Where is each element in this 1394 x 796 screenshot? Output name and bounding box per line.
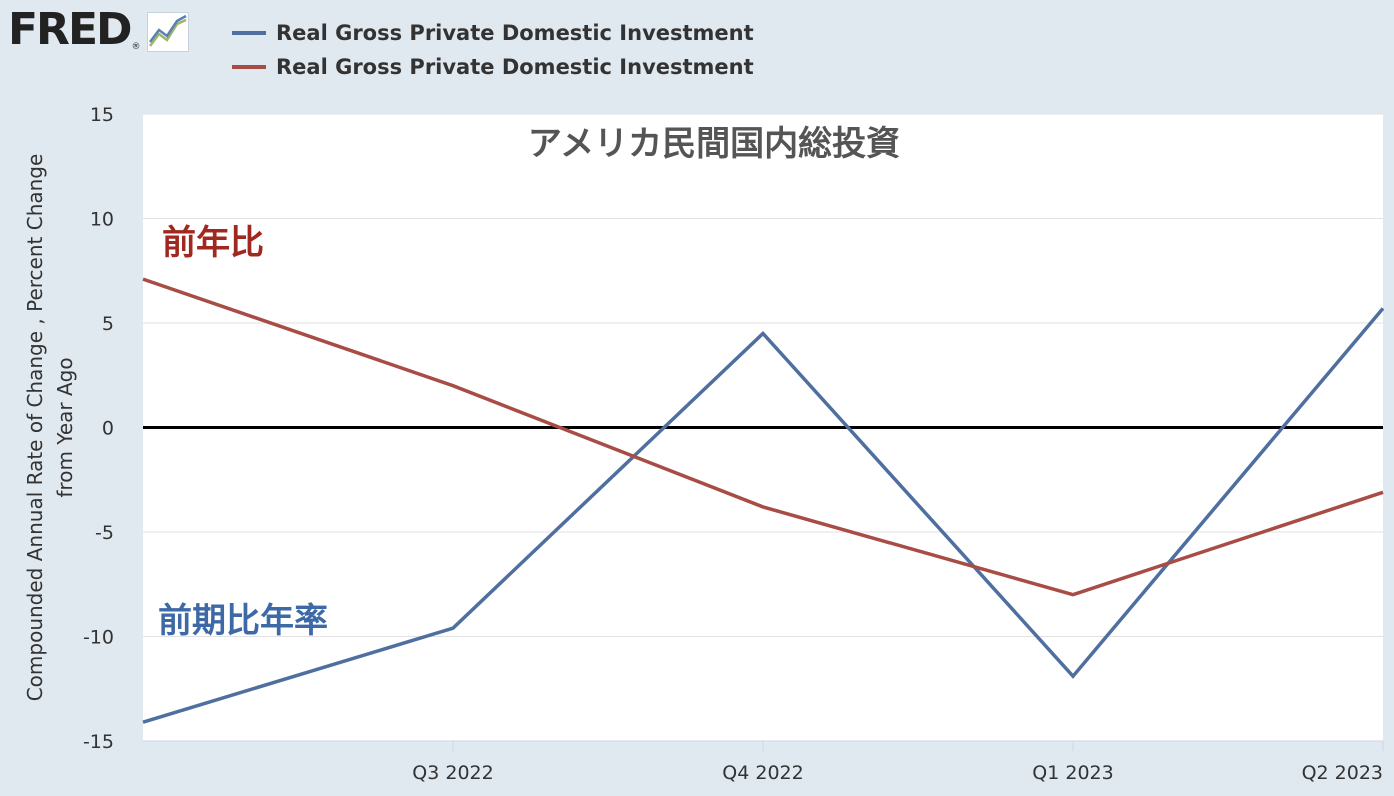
x-tick-label: Q2 2023 [1302, 762, 1383, 784]
x-tick-label: Q1 2023 [1032, 762, 1113, 784]
y-tick-label: -15 [83, 731, 114, 753]
series-line-1[interactable] [142, 307, 1385, 724]
y-tick-label: -5 [95, 522, 114, 544]
y-tick-label: 15 [90, 104, 114, 126]
series-line-2[interactable] [142, 277, 1384, 597]
y-axis-title: Compounded Annual Rate of Change , Perce… [23, 154, 77, 702]
chart-line-icon [146, 12, 189, 56]
annotation-quarter-annualized: 前期比年率 [158, 601, 328, 641]
legend-label-1: Real Gross Private Domestic Investment [276, 21, 754, 45]
y-tick-label: 10 [90, 209, 114, 231]
annotation-year-over-year: 前年比 [162, 223, 264, 263]
y-tick-label: 0 [102, 418, 114, 440]
x-tick-label: Q4 2022 [722, 762, 803, 784]
legend-swatch-red [232, 65, 266, 69]
fred-logo[interactable]: FRED ® [8, 6, 189, 56]
legend-swatch-blue [232, 31, 266, 35]
y-axis-title-line2: from Year Ago [53, 357, 77, 497]
header: FRED ® Real Gross Private Domestic Inves… [0, 0, 1394, 90]
legend-item-1[interactable]: Real Gross Private Domestic Investment [232, 16, 754, 50]
x-tick-label: Q3 2022 [412, 762, 493, 784]
logo-text: FRED [8, 4, 133, 55]
chart-title: アメリカ民間国内総投資 [528, 124, 900, 164]
x-axis-ticks: Q3 2022 Q4 2022 Q1 2023 Q2 2023 [412, 741, 1384, 784]
legend-item-2[interactable]: Real Gross Private Domestic Investment [232, 50, 754, 84]
y-axis-title-line1: Compounded Annual Rate of Change , Perce… [23, 154, 47, 702]
y-tick-label: -10 [83, 627, 114, 649]
legend: Real Gross Private Domestic Investment R… [232, 16, 754, 84]
series-lines [142, 277, 1385, 724]
logo-registered-mark: ® [131, 42, 141, 52]
legend-label-2: Real Gross Private Domestic Investment [276, 55, 754, 79]
y-tick-label: 5 [102, 313, 114, 335]
y-axis-ticks: 15 10 5 0 -5 -10 -15 [83, 104, 114, 753]
